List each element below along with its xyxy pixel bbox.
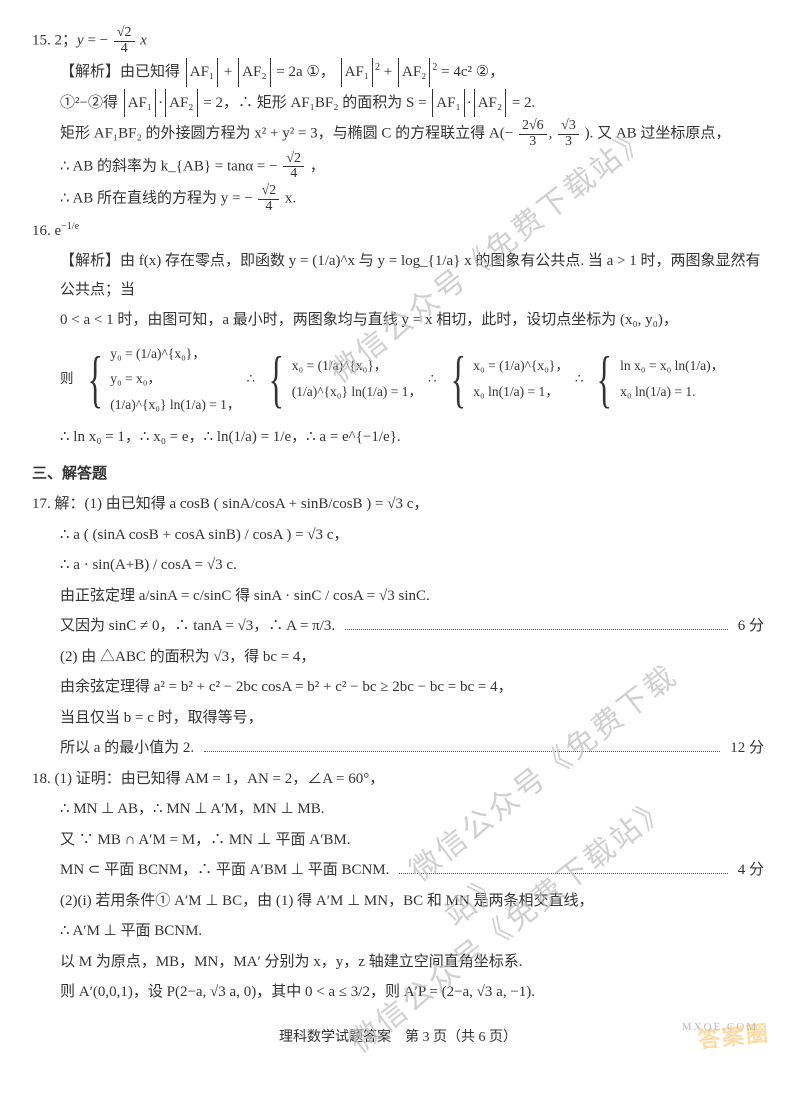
- eq: ln x₀ = x₀ ln(1/a)，: [620, 353, 724, 379]
- q17-line1: 17. 解：(1) 由已知得 a cosB ( sinA/cosA + sinB…: [32, 490, 764, 519]
- eq: x₀ = (1/a)^{x₀}，: [292, 353, 422, 379]
- q16-head: 16. e−1/e: [32, 217, 764, 246]
- q18-line1: 18. (1) 证明：由已知得 AM = 1，AN = 2，∠A = 60°，: [32, 765, 764, 794]
- text: MN ⊂ 平面 BCNM，∴ 平面 A′BM ⊥ 平面 BCNM.: [60, 856, 389, 885]
- text: = 2，∴ 矩形 AF₁BF₂ 的面积为 S =: [203, 95, 426, 111]
- mx-watermark: MXQE.COM: [682, 1017, 758, 1038]
- comma: ，: [310, 158, 325, 174]
- frac: √24: [258, 184, 279, 214]
- sep: ∴: [575, 366, 584, 392]
- text: 【解析】由已知得: [60, 64, 180, 80]
- frac: √24: [283, 152, 304, 182]
- q18-line8: 则 A′(0,0,1)，设 P(2−a, √3 a, 0)，其中 0 < a ≤…: [32, 978, 764, 1007]
- text: 15. 2；y = −: [32, 33, 108, 49]
- q15-line1: 【解析】由已知得 AF₁ + AF₂ = 2a ①， AF₁2 + AF₂2 =…: [32, 58, 764, 87]
- eq: x₀ = (1/a)^{x₀}，: [473, 353, 569, 379]
- text: = 4c² ②，: [441, 64, 504, 80]
- dot-leader: [399, 860, 727, 875]
- text: 所以 a 的最小值为 2.: [60, 734, 194, 763]
- eq: y₀ = x₀，: [110, 366, 240, 392]
- q15-line5: ∴ AB 所在直线的方程为 y = − √24 x.: [32, 184, 764, 214]
- abs-af2: AF₂: [238, 58, 270, 87]
- score-6: 6 分: [738, 612, 764, 641]
- q18-line4: MN ⊂ 平面 BCNM，∴ 平面 A′BM ⊥ 平面 BCNM. 4 分: [32, 856, 764, 885]
- abs-af1: AF₁: [186, 58, 218, 87]
- q15-head: 15. 2；y = − √24 x: [32, 26, 764, 56]
- brace-body-1: y₀ = (1/a)^{x₀}， y₀ = x₀， (1/a)^{x₀} ln(…: [110, 341, 240, 418]
- brace-body-4: ln x₀ = x₀ ln(1/a)， x₀ ln(1/a) = 1.: [620, 353, 724, 404]
- frac: 2√63: [519, 119, 547, 149]
- q16-brace-chain: 则 { y₀ = (1/a)^{x₀}， y₀ = x₀， (1/a)^{x₀}…: [60, 341, 764, 418]
- frac: √33: [558, 119, 579, 149]
- q17-line2: ∴ a ( (sinA cosB + cosA sinB) / cosA ) =…: [32, 521, 764, 550]
- sq: 2: [432, 62, 437, 73]
- q16-line1: 【解析】由 f(x) 存在零点，即函数 y = (1/a)^x 与 y = lo…: [32, 247, 764, 304]
- text: 又因为 sinC ≠ 0，∴ tanA = √3，∴ A = π/3.: [60, 612, 335, 641]
- sep: ∴: [246, 366, 255, 392]
- brace-icon: {: [269, 349, 284, 409]
- brace-icon: {: [597, 349, 612, 409]
- q15-line3: 矩形 AF₁BF₂ 的外接圆方程为 x² + y² = 3，与椭圆 C 的方程联…: [32, 119, 764, 149]
- eq: x₀ ln(1/a) = 1.: [620, 379, 724, 405]
- exp: −1/e: [61, 221, 79, 232]
- eq: (1/a)^{x₀} ln(1/a) = 1，: [292, 379, 422, 405]
- brace-icon: {: [87, 349, 102, 409]
- abs-af2-sq: AF₂: [398, 58, 430, 87]
- q15-line4: ∴ AB 的斜率为 k_{AB} = tanα = − √24 ，: [32, 152, 764, 182]
- q18-line6: ∴ A′M ⊥ 平面 BCNM.: [32, 917, 764, 946]
- abs: AF₂: [474, 89, 506, 118]
- abs: AF₁: [124, 89, 156, 118]
- text: = 2a ①，: [276, 64, 335, 80]
- q18-line5: (2)(i) 若用条件① A′M ⊥ BC，由 (1) 得 A′M ⊥ MN，B…: [32, 887, 764, 916]
- text: = 2.: [512, 95, 535, 111]
- page-footer: 理科数学试题答案 第 3 页（共 6 页）: [32, 1025, 764, 1052]
- text: ①²−②得: [60, 95, 118, 111]
- text: ∴ AB 的斜率为 k_{AB} = tanα = −: [60, 158, 278, 174]
- eq: y₀ = (1/a)^{x₀}，: [110, 341, 240, 367]
- q17-line5: 又因为 sinC ≠ 0，∴ tanA = √3，∴ A = π/3. 6 分: [32, 612, 764, 641]
- text: 矩形 AF₁BF₂ 的外接圆方程为 x² + y² = 3，与椭圆 C 的方程联…: [60, 126, 513, 142]
- score-4: 4 分: [738, 856, 764, 885]
- abs: AF₂: [165, 89, 197, 118]
- q18-line3: 又 ∵ MB ∩ A′M = M，∴ MN ⊥ 平面 A′BM.: [32, 826, 764, 855]
- lead: 则: [60, 366, 74, 392]
- sep: ∴: [428, 366, 437, 392]
- text: x: [140, 33, 147, 49]
- sq: 2: [375, 62, 380, 73]
- section-3: 三、解答题: [32, 460, 764, 489]
- dot-leader: [345, 616, 728, 631]
- score-12: 12 分: [730, 734, 764, 763]
- q17-line6: (2) 由 △ABC 的面积为 √3，得 bc = 4，: [32, 643, 764, 672]
- q16-line2: 0 < a < 1 时，由图可知，a 最小时，两图象均与直线 y = x 相切，…: [32, 306, 764, 335]
- frac-sqrt2-over-4: √24: [114, 26, 135, 56]
- q17-line8: 当且仅当 b = c 时，取得等号，: [32, 704, 764, 733]
- q18-line7: 以 M 为原点，MB，MN，MA′ 分别为 x，y，z 轴建立空间直角坐标系.: [32, 948, 764, 977]
- q17-line4: 由正弦定理 a/sinA = c/sinC 得 sinA · sinC / co…: [32, 582, 764, 611]
- q15-line2: ①²−②得 AF₁·AF₂ = 2，∴ 矩形 AF₁BF₂ 的面积为 S = A…: [32, 89, 764, 118]
- eq: (1/a)^{x₀} ln(1/a) = 1，: [110, 392, 240, 418]
- brace-body-3: x₀ = (1/a)^{x₀}， x₀ ln(1/a) = 1，: [473, 353, 569, 404]
- abs: AF₁: [432, 89, 464, 118]
- q17-line9: 所以 a 的最小值为 2. 12 分: [32, 734, 764, 763]
- q17-line7: 由余弦定理得 a² = b² + c² − 2bc cosA = b² + c²…: [32, 673, 764, 702]
- text: x.: [285, 191, 296, 207]
- q18-line2: ∴ MN ⊥ AB，∴ MN ⊥ A′M，MN ⊥ MB.: [32, 795, 764, 824]
- abs-af1-sq: AF₁: [341, 58, 373, 87]
- brace-icon: {: [450, 349, 465, 409]
- q16-line3: ∴ ln x₀ = 1，∴ x₀ = e，∴ ln(1/a) = 1/e，∴ a…: [32, 423, 764, 452]
- text: ). 又 AB 过坐标原点，: [585, 126, 731, 142]
- brace-body-2: x₀ = (1/a)^{x₀}， (1/a)^{x₀} ln(1/a) = 1，: [292, 353, 422, 404]
- text: ∴ AB 所在直线的方程为 y = −: [60, 191, 253, 207]
- dot-leader: [204, 738, 720, 753]
- q17-line3: ∴ a · sin(A+B) / cosA = √3 c.: [32, 551, 764, 580]
- text: 16. e: [32, 223, 61, 239]
- eq: x₀ ln(1/a) = 1，: [473, 379, 569, 405]
